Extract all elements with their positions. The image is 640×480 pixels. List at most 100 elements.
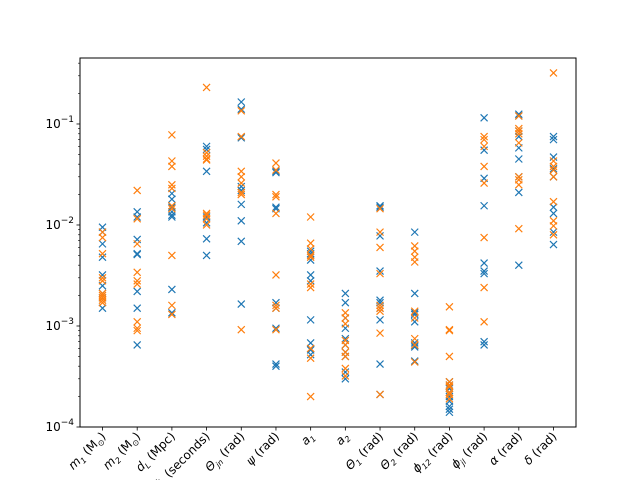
- x-tick-label-rest-sub: ⊙: [130, 437, 141, 448]
- data-point: [480, 269, 489, 278]
- plot-frame: [79, 57, 577, 428]
- data-point: [514, 172, 523, 181]
- data-point: [341, 298, 350, 307]
- data-point: [272, 203, 280, 212]
- data-point: [237, 200, 246, 209]
- data-point: [410, 317, 419, 326]
- x-tick-label: m1 (M⊙): [65, 429, 110, 474]
- data-point: [237, 182, 246, 191]
- data-point: [445, 325, 454, 334]
- data-point: [549, 153, 558, 162]
- data-point: [237, 237, 246, 246]
- data-point: [549, 228, 558, 237]
- y-tick-label-base: 10: [45, 319, 60, 333]
- data-point: [237, 188, 246, 197]
- data-point: [98, 253, 107, 262]
- data-point: [376, 390, 384, 399]
- data-point: [376, 307, 384, 316]
- data-point: [133, 340, 142, 349]
- data-point: [376, 267, 384, 275]
- data-point: [237, 172, 246, 181]
- data-point: [410, 307, 419, 316]
- y-tick-label: 10−3: [45, 317, 74, 333]
- data-point: [133, 280, 142, 289]
- data-point: [341, 289, 350, 298]
- y-tick-label-base: 10: [45, 117, 60, 131]
- data-point: [306, 253, 315, 262]
- data-point: [202, 142, 211, 151]
- data-point: [272, 325, 280, 334]
- data-point: [237, 133, 246, 142]
- x-axis: m1 (M⊙)m2 (M⊙)dL (Mpc)tc (seconds)Θjn (r…: [65, 427, 560, 480]
- data-point: [133, 249, 142, 258]
- data-point: [410, 334, 419, 343]
- y-tick-label-exponent: −3: [61, 317, 74, 327]
- data-point: [133, 186, 142, 195]
- data-point: [549, 230, 558, 239]
- data-point: [237, 132, 246, 141]
- x-tick-label-sub: 1: [354, 458, 364, 468]
- data-point: [514, 180, 523, 189]
- data-point: [410, 314, 419, 322]
- data-point: [549, 69, 558, 77]
- data-point: [549, 132, 558, 141]
- data-point: [445, 384, 454, 393]
- data-point: [549, 209, 558, 218]
- data-point: [445, 388, 454, 397]
- data-point: [480, 201, 489, 210]
- x-tick-label: a1: [298, 429, 318, 449]
- data-point: [376, 315, 384, 324]
- y-tick-label-base: 10: [45, 218, 60, 232]
- data-point: [410, 343, 419, 351]
- data-point: [272, 360, 280, 368]
- data-point: [202, 167, 211, 176]
- data-point: [202, 214, 211, 223]
- data-point: [376, 204, 384, 213]
- data-point: [480, 132, 489, 141]
- data-point: [167, 310, 176, 319]
- x-tick-label-rest: (rad): [422, 429, 455, 462]
- data-point: [480, 259, 489, 267]
- data-point: [445, 394, 454, 403]
- x-tick-label-rest: (rad): [388, 429, 421, 462]
- data-point: [306, 350, 315, 359]
- data-point: [445, 382, 454, 391]
- data-point: [167, 308, 176, 317]
- data-point: [514, 261, 523, 270]
- data-point: [341, 314, 350, 322]
- data-point: [237, 325, 246, 334]
- data-point: [98, 271, 107, 279]
- data-point: [514, 224, 523, 233]
- data-point: [202, 234, 211, 243]
- data-point: [133, 268, 142, 277]
- data-point: [272, 362, 280, 371]
- data-point: [202, 148, 211, 157]
- data-point: [98, 273, 107, 282]
- data-point: [167, 204, 176, 213]
- data-point: [202, 83, 211, 92]
- data-point: [514, 110, 523, 119]
- data-point: [133, 276, 142, 285]
- data-point: [480, 113, 489, 122]
- data-point: [272, 324, 280, 333]
- data-point: [410, 289, 419, 298]
- data-point: [306, 315, 315, 324]
- data-point: [376, 203, 384, 212]
- x-tick-label-sub: L: [143, 461, 153, 471]
- data-point: [98, 239, 107, 248]
- data-point: [480, 179, 489, 187]
- data-point: [445, 402, 454, 411]
- data-point: [306, 213, 315, 221]
- x-tick-label: α (rad): [486, 429, 525, 468]
- data-point: [133, 287, 142, 296]
- data-point: [202, 213, 211, 221]
- data-point: [514, 155, 523, 163]
- x-tick-label-sub: 2: [113, 456, 123, 466]
- data-point: [167, 213, 176, 221]
- data-point: [480, 267, 489, 275]
- data-point: [306, 354, 315, 363]
- data-point: [272, 209, 280, 218]
- x-tick-label-sub: 1: [79, 456, 89, 466]
- data-point: [445, 326, 454, 335]
- data-point: [272, 159, 280, 168]
